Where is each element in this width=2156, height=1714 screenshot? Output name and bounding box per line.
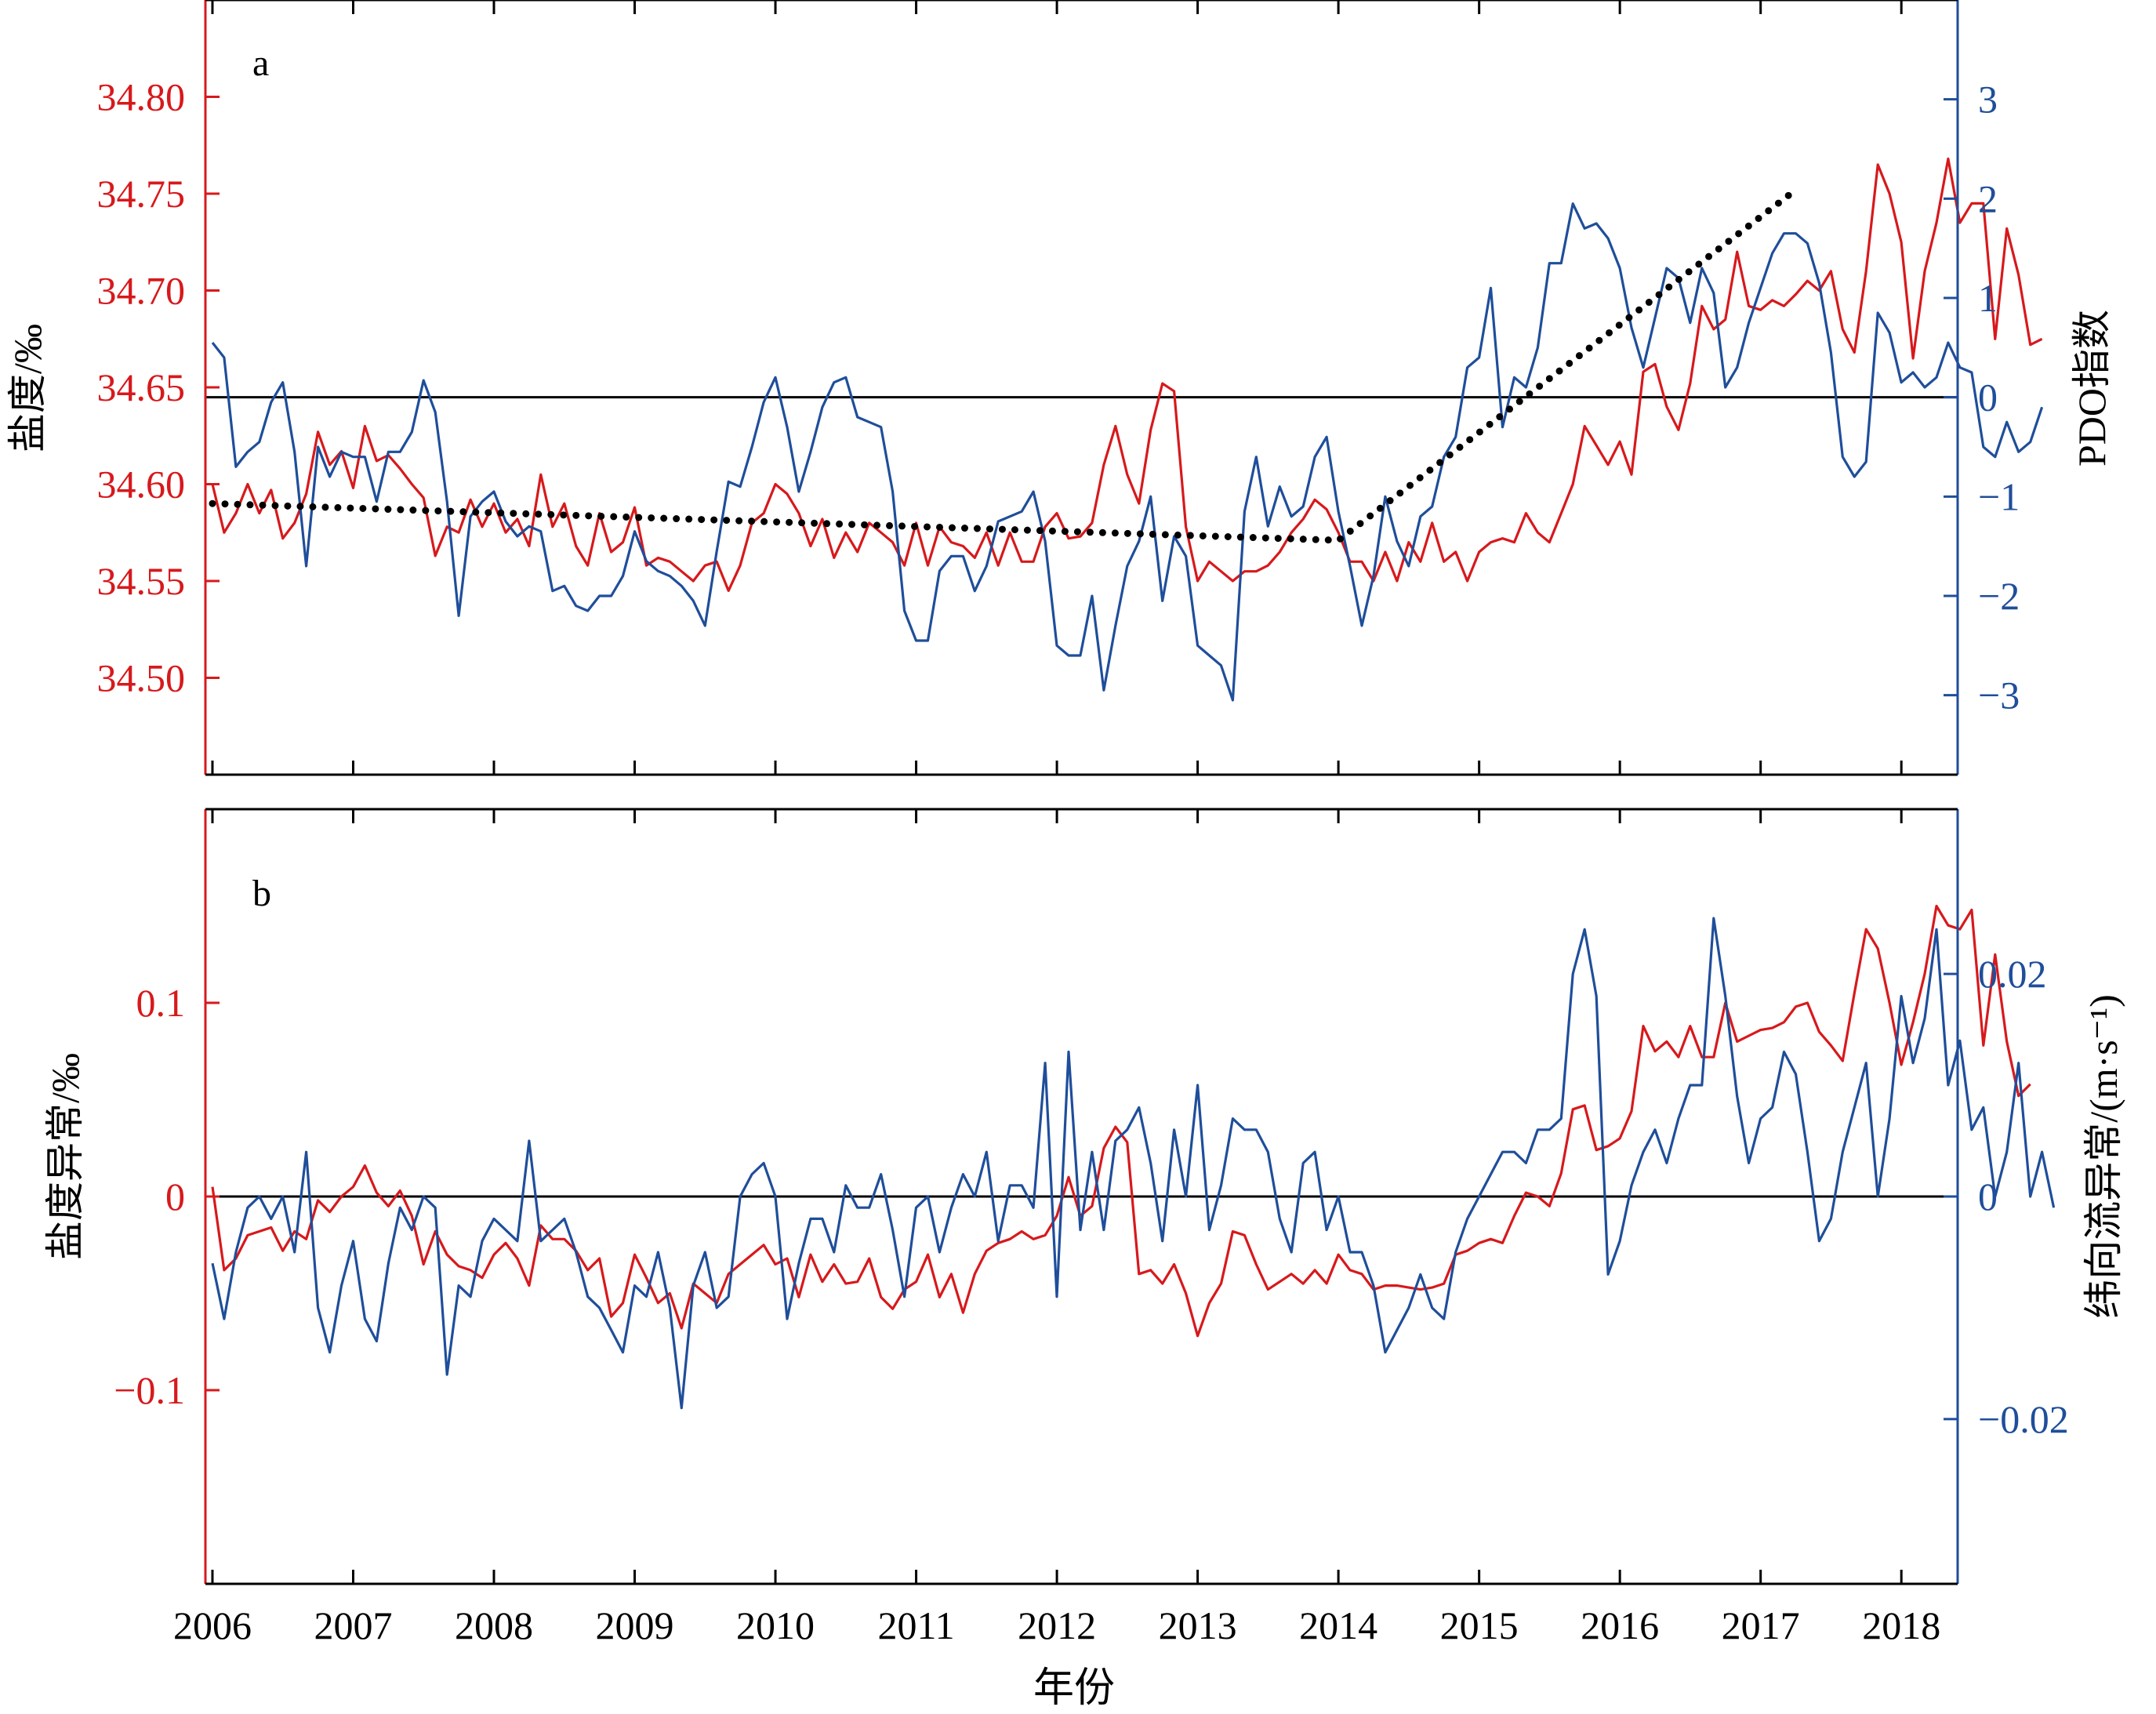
right-tick-label: 3 <box>1978 78 1998 122</box>
panel-b-series <box>211 904 2056 1410</box>
left-tick-label: −0.1 <box>114 1368 185 1412</box>
left-tick-label: 34.60 <box>97 463 186 507</box>
x-tick-label: 2007 <box>314 1603 392 1647</box>
left-tick-label: 34.50 <box>97 656 186 700</box>
blue-series-line <box>211 917 2056 1410</box>
x-tick-label: 2017 <box>1722 1603 1800 1647</box>
x-tick-label: 2014 <box>1299 1603 1377 1647</box>
trend-line-2 <box>209 186 1800 544</box>
panel-a-right-axis-label: PDO指数 <box>2070 310 2114 467</box>
x-tick-label: 2009 <box>596 1603 674 1647</box>
right-tick-label: 1 <box>1978 276 1998 320</box>
right-tick-label: −2 <box>1978 574 2020 618</box>
left-tick-label: 0 <box>165 1175 185 1218</box>
x-tick-label: 2011 <box>877 1603 954 1647</box>
left-tick-label: 34.75 <box>97 172 186 216</box>
right-tick-label: 0 <box>1978 376 1998 419</box>
panel-b: 2006 2007 2008 2009 2010 2011 2012 2013 2014 2015… <box>43 808 2125 1647</box>
left-tick-label: 34.55 <box>97 559 186 603</box>
left-tick-label: 34.65 <box>97 365 186 409</box>
x-tick-label: 2018 <box>1862 1603 1940 1647</box>
x-tick-label: 2008 <box>455 1603 533 1647</box>
panel-a-label: a <box>252 42 269 84</box>
x-tick-label: 2015 <box>1440 1603 1519 1647</box>
right-tick-label: 0 <box>1978 1175 1998 1218</box>
blue-series-line <box>211 202 2044 702</box>
right-tick-label: −1 <box>1978 474 2020 518</box>
panel-b-axes: 2006 2007 2008 2009 2010 2011 2012 2013 2014 2015… <box>114 808 2069 1647</box>
left-tick-label: 34.70 <box>97 269 186 313</box>
panel-a: 34.50 34.55 34.60 34.65 34.70 34.75 34.80 −3 −2 −… <box>5 0 2114 776</box>
red-series-line <box>211 904 2031 1338</box>
right-tick-label: −0.02 <box>1978 1397 2069 1441</box>
x-tick-label: 2013 <box>1159 1603 1237 1647</box>
panel-a-axes: 34.50 34.55 34.60 34.65 34.70 34.75 34.80 −3 −2 −… <box>97 0 2020 776</box>
panel-a-series <box>209 157 2044 702</box>
left-tick-label: 0.1 <box>136 981 186 1025</box>
red-series-line <box>211 157 2043 593</box>
x-tick-label: 2012 <box>1018 1603 1096 1647</box>
x-axis-label: 年份 <box>1033 1666 1115 1711</box>
right-tick-label: 0.02 <box>1978 952 2047 996</box>
x-tick-label: 2006 <box>173 1603 252 1647</box>
panel-b-left-axis-label: 盐度异常/‰ <box>43 1053 87 1260</box>
panel-b-right-axis-label: 纬向流异常/(m·s⁻¹) <box>2082 994 2125 1319</box>
left-tick-label: 34.80 <box>97 75 186 119</box>
panel-a-left-axis-label: 盐度/‰ <box>5 324 49 452</box>
right-tick-label: 2 <box>1978 176 1998 220</box>
panel-b-label: b <box>252 873 271 914</box>
x-tick-label: 2016 <box>1581 1603 1659 1647</box>
right-tick-label: −3 <box>1978 674 2020 717</box>
x-tick-label: 2010 <box>736 1603 815 1647</box>
